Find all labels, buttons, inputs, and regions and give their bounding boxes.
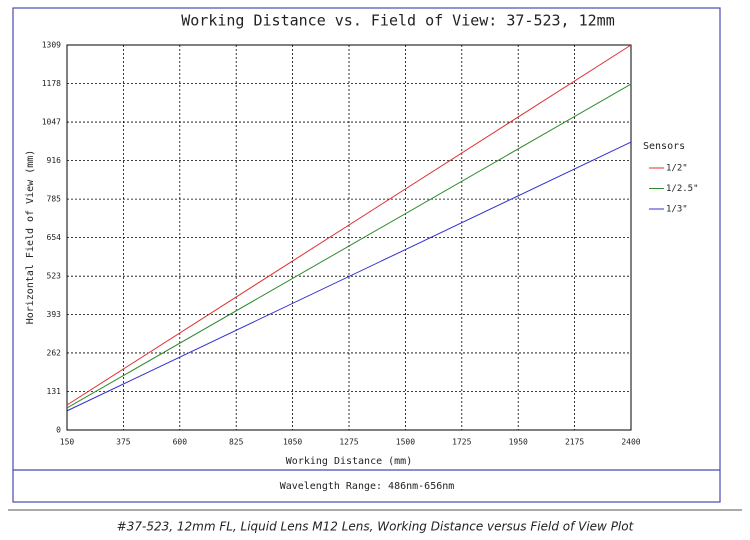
x-tick-label: 825 xyxy=(229,438,244,447)
series-line xyxy=(66,44,632,406)
y-tick-label: 916 xyxy=(47,156,62,165)
footer-text: Wavelength Range: 486nm-656nm xyxy=(280,481,455,492)
y-tick-label: 523 xyxy=(47,272,62,281)
legend-title: Sensors xyxy=(643,141,685,152)
legend-label: 1/2.5" xyxy=(666,184,699,194)
x-tick-label: 600 xyxy=(173,438,188,447)
x-tick-label: 1500 xyxy=(396,438,415,447)
x-tick-label: 150 xyxy=(60,438,75,447)
y-tick-label: 393 xyxy=(47,310,62,319)
x-tick-label: 375 xyxy=(116,438,131,447)
y-tick-label: 262 xyxy=(47,348,62,357)
y-tick-label: 0 xyxy=(56,426,61,435)
x-axis-label: Working Distance (mm) xyxy=(286,456,412,467)
y-tick-label: 1047 xyxy=(42,118,61,127)
y-axis-label: Horizontal Field of View (mm) xyxy=(25,150,36,325)
chart-title: Working Distance vs. Field of View: 37-5… xyxy=(181,12,614,30)
y-tick-label: 785 xyxy=(47,195,62,204)
y-tick-label: 131 xyxy=(47,387,62,396)
x-tick-label: 1725 xyxy=(452,438,471,447)
x-tick-label: 2400 xyxy=(621,438,640,447)
series-line xyxy=(66,83,632,409)
x-tick-label: 1275 xyxy=(339,438,358,447)
series-line xyxy=(66,141,632,412)
legend-label: 1/2" xyxy=(666,164,688,174)
caption: #37-523, 12mm FL, Liquid Lens M12 Lens, … xyxy=(117,520,635,534)
frame xyxy=(12,7,721,503)
y-tick-label: 1178 xyxy=(42,79,61,88)
x-tick-label: 1050 xyxy=(283,438,302,447)
x-tick-label: 1950 xyxy=(509,438,528,447)
legend-label: 1/3" xyxy=(666,205,688,215)
y-tick-label: 654 xyxy=(47,233,62,242)
y-tick-label: 1309 xyxy=(42,41,61,50)
x-tick-label: 2175 xyxy=(565,438,584,447)
